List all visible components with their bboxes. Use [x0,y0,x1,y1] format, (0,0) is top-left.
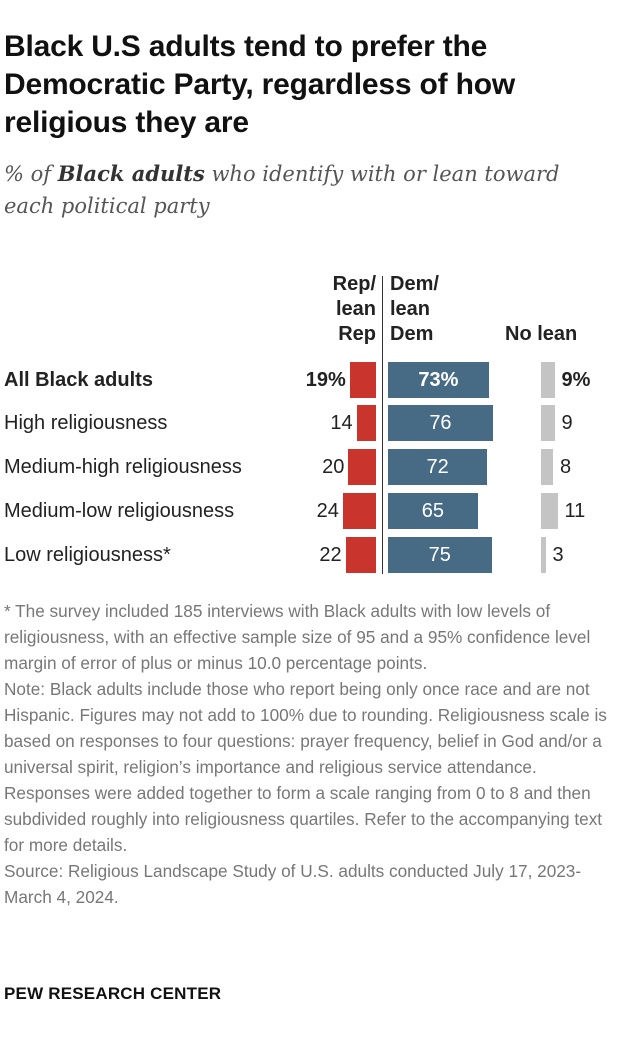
row-label-low-religiousness: Low religiousness* [4,544,171,566]
dem-value-medium-low-religiousness: 65 [421,500,444,522]
dem-bar-all-black-adults [388,362,489,398]
rep-value-high-religiousness: 14 [330,412,353,434]
nolean-bar-medium-high-religiousness [541,449,553,485]
nolean-value-all-black-adults: 9% [561,369,591,391]
rep-bar-high-religiousness [356,405,376,441]
source-text: Source: Religious Landscape Study of U.S… [4,861,582,907]
rep-bar-medium-low-religiousness [342,493,376,529]
dem-bar-medium-low-religiousness [388,493,478,529]
brand-logo-text: PEW RESEARCH CENTER [4,984,222,1003]
nolean-bar-all-black-adults [541,362,555,398]
dem-bar-medium-high-religiousness [388,449,488,485]
dem-head-line-3: Dem [390,323,434,345]
rep-value-medium-high-religiousness: 20 [322,456,345,478]
rep-head-line-3: Rep [338,323,376,345]
note-text: Note: Black adults include those who rep… [4,679,607,855]
nolean-bar-medium-low-religiousness [541,493,558,529]
nolean-bar-high-religiousness [541,405,555,441]
row-label-medium-high-religiousness: Medium-high religiousness [4,456,242,478]
nolean-value-medium-low-religiousness: 11 [564,500,586,522]
dem-bar-high-religiousness [388,405,493,441]
nolean-bar-low-religiousness [541,537,546,573]
subtitle-bold: Black adults [57,161,205,186]
dem-value-high-religiousness: 76 [429,412,452,434]
rep-bar-medium-high-religiousness [348,449,376,485]
row-label-high-religiousness: High religiousness [4,412,168,434]
subtitle-prefix: % of [4,162,58,186]
rep-bar-all-black-adults [349,362,376,398]
column-header-rep: Rep/ lean Rep [316,272,376,347]
rep-bar-low-religiousness [345,537,376,573]
chart-title: Black U.S adults tend to prefer the Demo… [4,30,515,139]
rep-value-medium-low-religiousness: 24 [316,500,339,522]
dem-value-medium-high-religiousness: 72 [426,456,449,478]
rep-head-line-2: lean [335,298,376,320]
footnote: * The survey included 185 interviews wit… [4,601,591,673]
column-header-dem: Dem/ lean Dem [390,272,439,347]
dem-value-all-black-adults: 73% [418,369,459,391]
nolean-value-high-religiousness: 9 [561,412,573,434]
chart-subtitle: % of Black adults who identify with or l… [4,158,604,222]
subtitle-suffix: who identify with or lean toward each po… [4,162,560,218]
nolean-value-low-religiousness: 3 [552,544,564,566]
dem-bar-low-religiousness [388,537,492,573]
axis-divider [382,276,383,574]
rep-head-line-1: Rep/ [332,273,376,295]
rep-value-all-black-adults: 19% [305,369,346,391]
nolean-value-medium-high-religiousness: 8 [560,456,572,478]
row-label-all-black-adults: All Black adults [4,369,153,391]
dem-head-line-1: Dem/ [390,273,439,295]
column-header-nolean: No lean [505,323,578,345]
dem-head-line-2: lean [390,298,431,320]
rep-value-low-religiousness: 22 [319,544,342,566]
chart-notes: * The survey included 185 interviews wit… [4,598,616,910]
dem-value-low-religiousness: 75 [428,544,451,566]
row-label-medium-low-religiousness: Medium-low religiousness [4,500,235,522]
